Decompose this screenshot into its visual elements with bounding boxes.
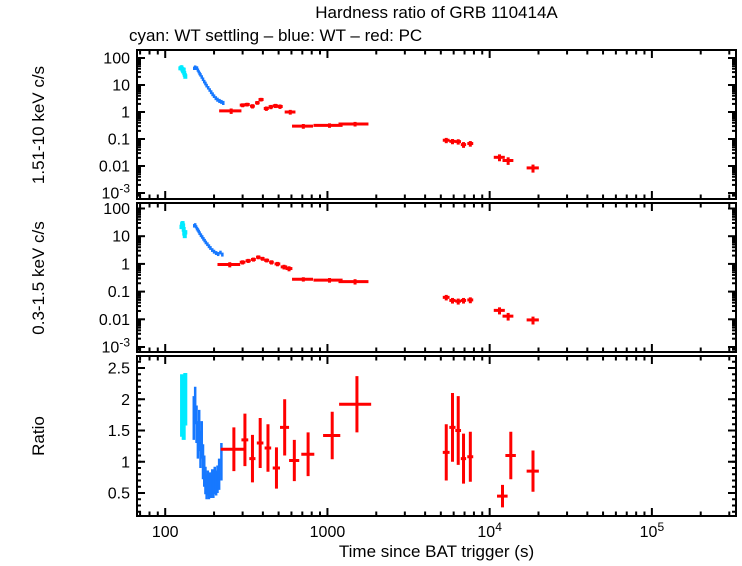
svg-text:0.1: 0.1: [108, 132, 130, 149]
svg-text:0.1: 0.1: [108, 284, 130, 301]
series-wt-settling: [179, 220, 188, 239]
series-pc: [219, 97, 539, 173]
svg-text:1: 1: [121, 256, 130, 273]
chart-subtitle: cyan: WT settling – blue: WT – red: PC: [129, 26, 423, 45]
svg-text:0.01: 0.01: [99, 159, 130, 176]
panel-hard: 100 10 1 0.1 0.01 10-3: [99, 49, 737, 203]
series-wt: [192, 223, 224, 257]
svg-text:10: 10: [112, 229, 130, 246]
svg-text:10-3: 10-3: [102, 182, 131, 203]
series-pc: [220, 376, 539, 508]
svg-text:100: 100: [152, 524, 179, 541]
svg-text:2: 2: [121, 392, 130, 409]
svg-text:0.5: 0.5: [108, 486, 130, 503]
series-wt-settling: [180, 373, 188, 440]
panel-ratio: 100 1000 104 105 2.5 2 1.5 1 0.5: [108, 355, 737, 541]
series-wt-settling: [178, 65, 188, 79]
svg-text:1: 1: [121, 105, 130, 122]
svg-text:10: 10: [112, 78, 130, 95]
chart-title: Hardness ratio of GRB 110414A: [315, 3, 558, 22]
series-wt: [192, 386, 223, 500]
series-wt: [192, 65, 225, 105]
svg-text:1000: 1000: [310, 524, 346, 541]
series-pc: [217, 255, 539, 325]
svg-text:10-3: 10-3: [102, 336, 131, 357]
svg-text:0.01: 0.01: [99, 312, 130, 329]
svg-text:100: 100: [103, 201, 130, 218]
svg-text:104: 104: [477, 520, 502, 541]
svg-text:105: 105: [640, 520, 665, 541]
svg-text:100: 100: [103, 51, 130, 68]
svg-text:1.5: 1.5: [108, 423, 130, 440]
svg-text:1: 1: [121, 454, 130, 471]
svg-text:2.5: 2.5: [108, 361, 130, 378]
x-axis-label: Time since BAT trigger (s): [338, 542, 535, 561]
panel-soft: 100 10 1 0.1 0.01 10-3: [99, 201, 737, 357]
